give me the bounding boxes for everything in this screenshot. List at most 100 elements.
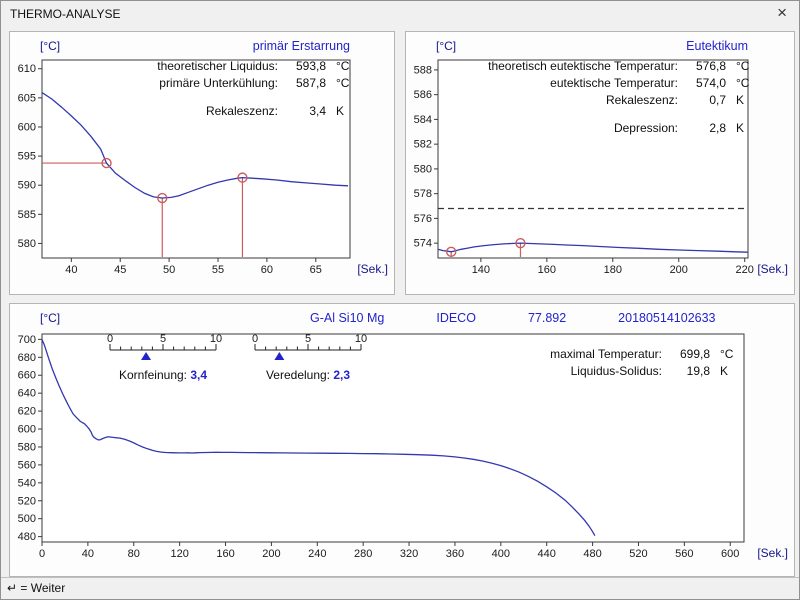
- svg-text:200: 200: [670, 264, 688, 276]
- svg-text:360: 360: [446, 548, 464, 560]
- readout-unit: °C: [736, 59, 750, 73]
- machine-label: IDECO: [436, 311, 476, 325]
- svg-text:590: 590: [18, 180, 36, 192]
- readout-lab: Depression:: [613, 121, 678, 135]
- svg-text:5: 5: [305, 334, 311, 345]
- svg-text:160: 160: [216, 548, 234, 560]
- svg-text:480: 480: [18, 531, 36, 543]
- svg-text:440: 440: [538, 548, 556, 560]
- readout-lab: maximal Temperatur:: [550, 347, 662, 361]
- svg-text:160: 160: [538, 264, 556, 276]
- svg-text:120: 120: [170, 548, 188, 560]
- readout-unit: K: [720, 364, 729, 378]
- svg-text:574: 574: [414, 238, 432, 250]
- marker-circle: [515, 237, 526, 249]
- readout-unit: K: [336, 104, 345, 118]
- primary-cooling-chart: 580 585 590 595 600 605 610 40 45 50 55 60 65 [Sek.]: [18, 59, 388, 276]
- readout-val: 19,8: [686, 364, 710, 378]
- close-icon[interactable]: ×: [777, 3, 787, 22]
- x-axis-unit-label: [Sek.]: [757, 262, 788, 276]
- readout-lab: primäre Unterkühlung:: [159, 76, 278, 90]
- svg-text:582: 582: [414, 139, 432, 151]
- svg-text:140: 140: [472, 264, 490, 276]
- svg-text:560: 560: [18, 459, 36, 471]
- readout-lab: eutektische Temperatur:: [550, 76, 678, 90]
- panel-title-eutectic: Eutektikum: [686, 39, 748, 53]
- marker-circle: [445, 246, 457, 258]
- primary-readouts: theoretischer Liquidus: 593,8 °C primäre Un…: [157, 58, 354, 120]
- scale-pointer-triangle: [274, 352, 285, 360]
- readout-unit: °C: [736, 76, 750, 90]
- cooling-curve: [437, 242, 749, 253]
- svg-text:600: 600: [18, 121, 36, 133]
- svg-text:5: 5: [160, 334, 166, 345]
- readout-spacer: [488, 109, 754, 120]
- readout-val: 699,8: [679, 347, 710, 361]
- grain-refinement-label: Kornfeinung: 3,4: [102, 368, 224, 382]
- svg-text:0: 0: [39, 548, 45, 560]
- scale-value: 3,4: [190, 368, 208, 382]
- svg-text:180: 180: [604, 264, 622, 276]
- svg-text:10: 10: [210, 334, 222, 345]
- modification-ruler: 0 5 10: [252, 333, 367, 360]
- window-title: THERMO-ANALYSE: [10, 7, 121, 21]
- readout-val: 587,8: [295, 76, 326, 90]
- eutectic-readouts: theoretisch eutektische Temperatur: 576,8…: [488, 58, 754, 137]
- svg-text:610: 610: [18, 63, 36, 75]
- overall-header: G-Al Si10 Mg IDECO 77.892 20180514102633: [310, 311, 716, 325]
- grain-refinement-ruler: 0 5 10: [107, 333, 222, 360]
- overall-readouts: maximal Temperatur: 699,8 °C Liquidus-Solid…: [550, 346, 738, 380]
- cooling-curve: [41, 92, 349, 199]
- svg-text:40: 40: [82, 548, 94, 560]
- plot-area: [437, 59, 749, 259]
- scale-label-text: Kornfeinung:: [118, 368, 188, 382]
- svg-text:580: 580: [18, 441, 36, 453]
- x-axis-unit-label: [Sek.]: [757, 546, 788, 560]
- title-bar: THERMO-ANALYSE ×: [1, 1, 799, 27]
- svg-text:580: 580: [414, 163, 432, 175]
- readout-unit: °C: [720, 347, 734, 361]
- svg-text:0: 0: [107, 334, 113, 345]
- readout-val: 576,8: [695, 59, 726, 73]
- y-axis-unit-label: [°C]: [40, 311, 61, 325]
- panel-primary-solidification: [°C] primär Erstarrung 580 585 590 595 600 60…: [9, 31, 395, 295]
- svg-text:600: 600: [18, 424, 36, 436]
- svg-text:540: 540: [18, 477, 36, 489]
- eutectic-chart: 574 576 578 580 582 584 586 588 140 160 180 200 220[…: [414, 59, 788, 276]
- svg-text:520: 520: [18, 495, 36, 507]
- svg-text:576: 576: [414, 213, 432, 225]
- scale-label-text: Veredelung:: [265, 368, 331, 382]
- readout-val: 3,4: [309, 104, 326, 118]
- svg-text:585: 585: [18, 209, 36, 221]
- readout-spacer: [157, 92, 354, 103]
- svg-text:80: 80: [128, 548, 140, 560]
- readout-val: 593,8: [295, 59, 326, 73]
- svg-text:45: 45: [114, 264, 126, 276]
- readout-lab: theoretisch eutektische Temperatur:: [488, 59, 678, 73]
- readout-lab: Liquidus-Solidus:: [570, 364, 662, 378]
- svg-text:584: 584: [414, 114, 432, 126]
- svg-text:578: 578: [414, 188, 432, 200]
- svg-text:588: 588: [414, 64, 432, 76]
- svg-text:55: 55: [212, 264, 224, 276]
- svg-text:40: 40: [65, 264, 77, 276]
- readout-unit: °C: [336, 76, 350, 90]
- svg-text:660: 660: [18, 370, 36, 382]
- svg-text:500: 500: [18, 513, 36, 525]
- svg-text:480: 480: [583, 548, 601, 560]
- readout-unit: K: [736, 121, 745, 135]
- svg-text:200: 200: [262, 548, 280, 560]
- modification-scale: 0 5 10 Veredelung: 2,3: [247, 333, 369, 382]
- marker-circle: [101, 157, 112, 169]
- svg-text:520: 520: [629, 548, 647, 560]
- svg-text:10: 10: [355, 334, 367, 345]
- readout-val: 574,0: [695, 76, 726, 90]
- readout-unit: K: [736, 93, 745, 107]
- readout-lab: Rekaleszenz:: [605, 93, 678, 107]
- panel-overall-curve: [°C] G-Al Si10 Mg IDECO 77.892 201805141…: [9, 303, 795, 577]
- sample-number-label: 77.892: [527, 311, 567, 325]
- alloy-label: G-Al Si10 Mg: [310, 311, 385, 325]
- svg-text:0: 0: [252, 334, 258, 345]
